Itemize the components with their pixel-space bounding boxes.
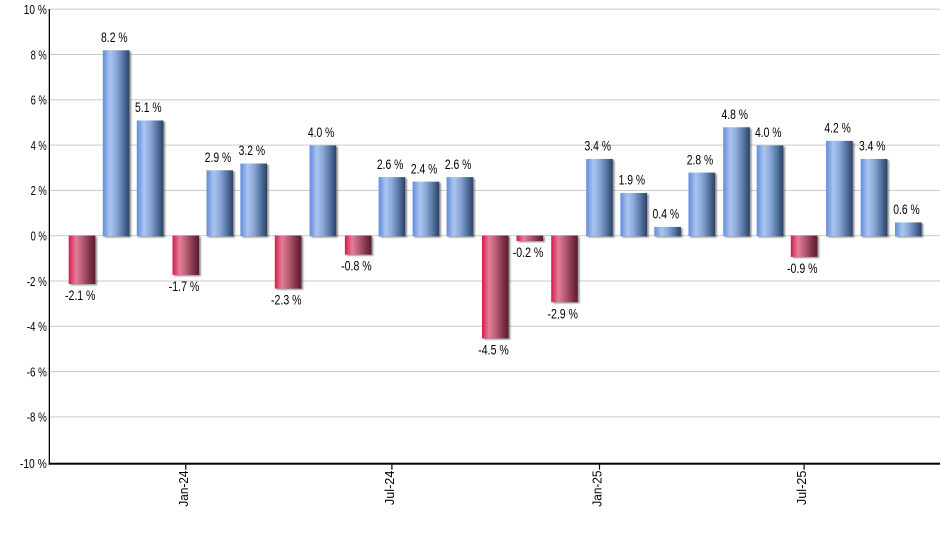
- svg-text:-10 %: -10 %: [20, 456, 47, 471]
- svg-text:2.9 %: 2.9 %: [205, 150, 232, 165]
- svg-text:4.0 %: 4.0 %: [308, 125, 335, 140]
- svg-text:2.8 %: 2.8 %: [687, 152, 714, 167]
- svg-text:5.1 %: 5.1 %: [135, 100, 162, 115]
- svg-text:0 %: 0 %: [31, 229, 47, 244]
- svg-text:-2 %: -2 %: [27, 274, 47, 289]
- svg-text:-0.9 %: -0.9 %: [787, 261, 818, 276]
- svg-text:-4.5 %: -4.5 %: [478, 343, 509, 358]
- svg-text:3.2 %: 3.2 %: [239, 143, 266, 158]
- svg-text:2.4 %: 2.4 %: [411, 161, 438, 176]
- svg-text:-1.7 %: -1.7 %: [169, 279, 200, 294]
- svg-text:6 %: 6 %: [31, 93, 47, 108]
- svg-text:-2.9 %: -2.9 %: [547, 306, 578, 321]
- svg-text:Jan-25: Jan-25: [590, 471, 605, 507]
- svg-text:4.2 %: 4.2 %: [824, 121, 851, 136]
- svg-text:3.4 %: 3.4 %: [584, 139, 611, 154]
- svg-text:4.0 %: 4.0 %: [755, 125, 782, 140]
- svg-text:Jul-24: Jul-24: [382, 471, 397, 506]
- svg-text:Jan-24: Jan-24: [176, 471, 191, 507]
- svg-text:4 %: 4 %: [31, 138, 47, 153]
- svg-text:-0.2 %: -0.2 %: [513, 245, 544, 260]
- svg-text:-2.3 %: -2.3 %: [271, 293, 302, 308]
- svg-text:2.6 %: 2.6 %: [445, 157, 472, 172]
- svg-text:2 %: 2 %: [31, 183, 47, 198]
- svg-text:3.4 %: 3.4 %: [859, 139, 886, 154]
- svg-text:-6 %: -6 %: [27, 364, 47, 379]
- svg-text:8.2 %: 8.2 %: [101, 30, 128, 45]
- svg-text:0.6 %: 0.6 %: [893, 202, 920, 217]
- svg-text:2.6 %: 2.6 %: [377, 157, 404, 172]
- svg-text:-4 %: -4 %: [27, 319, 47, 334]
- svg-text:1.9 %: 1.9 %: [619, 173, 646, 188]
- svg-text:8 %: 8 %: [31, 47, 47, 62]
- svg-text:4.8 %: 4.8 %: [721, 107, 748, 122]
- svg-text:0.4 %: 0.4 %: [653, 207, 680, 222]
- svg-text:Jul-25: Jul-25: [794, 471, 809, 506]
- svg-text:-0.8 %: -0.8 %: [341, 259, 372, 274]
- svg-text:10 %: 10 %: [24, 2, 47, 17]
- svg-text:-2.1 %: -2.1 %: [65, 288, 96, 303]
- svg-text:-8 %: -8 %: [27, 410, 47, 425]
